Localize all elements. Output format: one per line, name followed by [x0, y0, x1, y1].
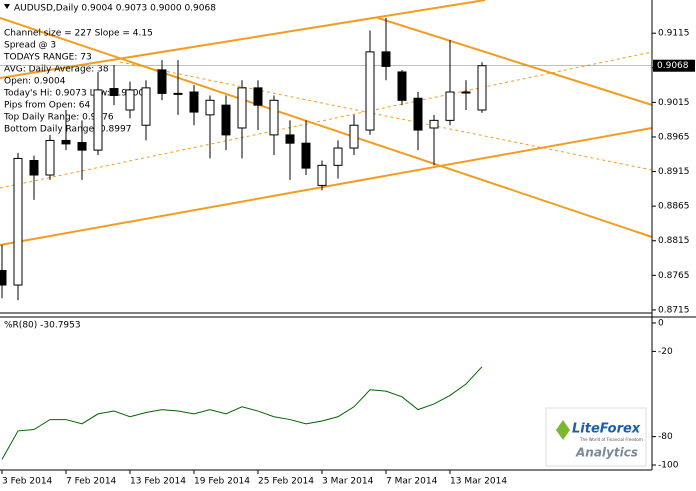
- candle-body: [93, 89, 103, 151]
- x-tick-label: 3 Feb 2014: [2, 477, 53, 487]
- y-tick-label: -100: [658, 461, 679, 471]
- candle-body: [301, 142, 311, 169]
- y-tick-label: -80: [658, 432, 673, 442]
- price-box: [653, 59, 695, 72]
- candle-body: [397, 71, 407, 101]
- trend-line: [377, 17, 653, 106]
- candle-body: [13, 157, 23, 286]
- info: Channel size = 227 Slope = 4.15: [4, 29, 153, 39]
- y-tick-label: 0: [658, 318, 664, 328]
- info: Pips from Open: 64: [4, 101, 90, 111]
- candle-body: [317, 164, 327, 186]
- candle-body: [445, 91, 455, 121]
- candle-body: [477, 65, 487, 111]
- info: Top Daily Range: 0.9076: [3, 113, 114, 123]
- candle-body: [381, 51, 391, 67]
- candle-body: [333, 147, 343, 166]
- candle-body: [365, 51, 375, 131]
- candle-body: [221, 104, 231, 136]
- candle-body: [61, 139, 71, 145]
- y-tick-label: -20: [658, 347, 673, 357]
- candle-body: [157, 69, 167, 94]
- candle-body: [461, 91, 471, 94]
- x-tick-label: 19 Feb 2014: [194, 477, 250, 487]
- trend-line: [0, 17, 653, 238]
- candle-body: [349, 124, 359, 149]
- logo: LiteForex The World of Financial Freedom…: [545, 407, 647, 467]
- candle-body: [173, 92, 183, 95]
- dashed-line: [119, 61, 653, 171]
- y-tick-label: 0.8715: [658, 305, 690, 315]
- y-tick-label: 0.8765: [658, 271, 690, 281]
- logo-product: Analytics: [575, 446, 638, 460]
- chart-title: AUDUSD,Daily 0.9004 0.9073 0.9000 0.9068: [14, 4, 216, 14]
- y-tick-label: 0.8915: [658, 167, 690, 177]
- candle-body: [45, 139, 55, 176]
- trend-lines: [0, 0, 653, 246]
- info: Today's Hi: 0.9073 Low: 0.9000: [3, 89, 144, 99]
- x-tick-label: 7 Mar 2014: [386, 477, 438, 487]
- indicator-line: [1, 366, 483, 460]
- candle-body: [285, 134, 295, 144]
- candle-body: [0, 269, 7, 286]
- x-tick-label: 13 Mar 2014: [450, 477, 507, 487]
- x-tick-label: 13 Feb 2014: [130, 477, 186, 487]
- candle-body: [125, 89, 135, 111]
- x-tick-label: 7 Feb 2014: [66, 477, 117, 487]
- candle-body: [109, 88, 119, 96]
- y-tick-label: 0.8815: [658, 236, 690, 246]
- logo-brand: LiteForex: [572, 422, 641, 437]
- price-label: 0.9068: [657, 61, 689, 71]
- y-tick-label: 0.8965: [658, 132, 690, 142]
- indicator-label: %R(80) -30.7953: [4, 321, 81, 331]
- candle-body: [141, 87, 151, 126]
- candle-body: [29, 159, 39, 176]
- y-tick-label: 0.8865: [658, 202, 690, 212]
- info: TODAYS RANGE: 73: [3, 53, 92, 63]
- x-tick-label: 3 Mar 2014: [322, 477, 374, 487]
- trend-line: [0, 127, 653, 246]
- candle-body: [269, 99, 279, 136]
- candle-body: [429, 119, 439, 129]
- info: Spread @ 3: [4, 41, 56, 51]
- logo-tagline: The World of Financial Freedom: [579, 437, 643, 442]
- info: Open: 0.9004: [4, 77, 66, 87]
- info: Bottom Daily Range: 0.8997: [4, 125, 131, 135]
- trend-line: [0, 0, 486, 79]
- y-tick-label: 0.9015: [658, 98, 690, 108]
- logo-box: [545, 407, 647, 467]
- x-tick-label: 25 Feb 2014: [258, 477, 314, 487]
- y-tick-label: 0.9115: [658, 29, 690, 39]
- candle-body: [253, 87, 263, 106]
- logo-icon: [556, 420, 570, 440]
- info: AVG: Daily Average: 38: [4, 65, 109, 75]
- candle-body: [205, 99, 215, 116]
- candle-body: [413, 97, 423, 131]
- candle-body: [77, 142, 87, 151]
- candle-body: [189, 91, 199, 113]
- candle-body: [237, 87, 247, 129]
- menu-arrow: [4, 4, 10, 9]
